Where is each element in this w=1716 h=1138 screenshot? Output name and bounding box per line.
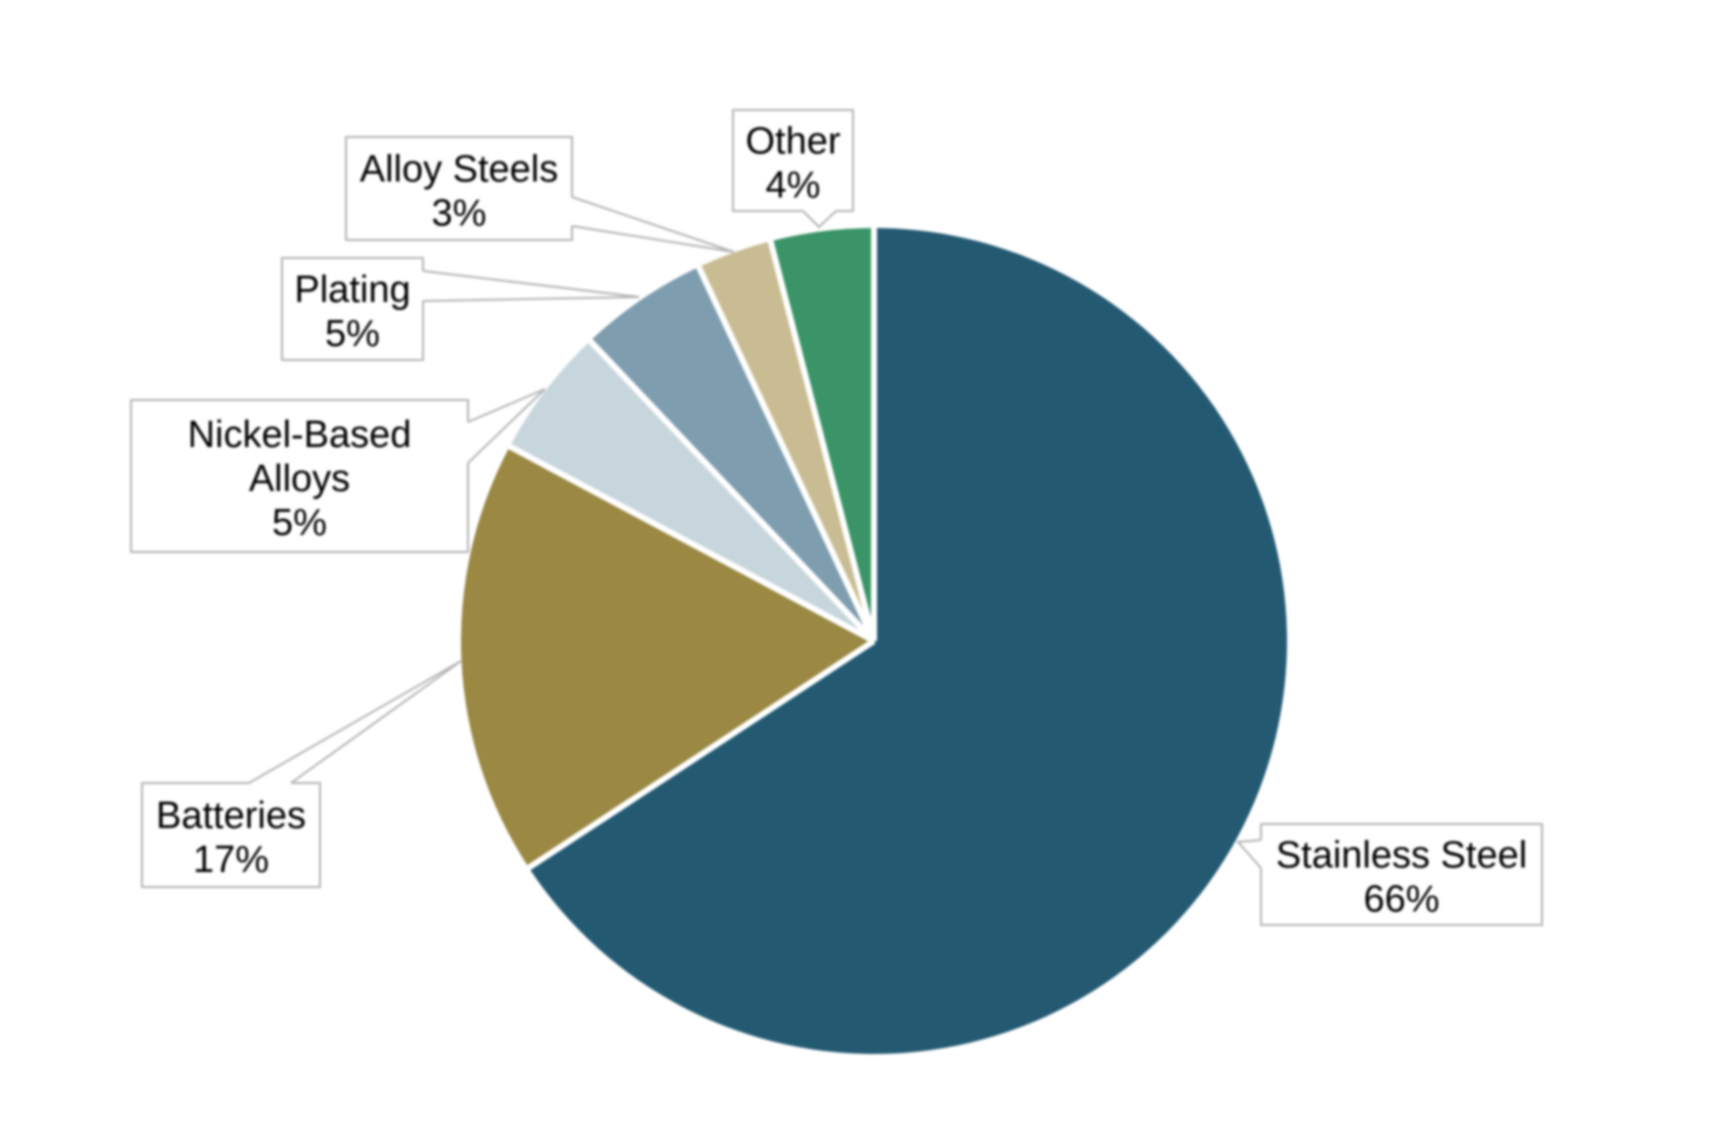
svg-text:Other: Other <box>745 121 840 163</box>
svg-text:Plating: Plating <box>294 269 410 311</box>
svg-text:5%: 5% <box>272 502 327 544</box>
svg-text:5%: 5% <box>325 313 380 355</box>
svg-text:4%: 4% <box>766 165 821 207</box>
svg-text:Alloys: Alloys <box>249 458 350 500</box>
svg-text:3%: 3% <box>432 193 487 235</box>
svg-text:Stainless Steel: Stainless Steel <box>1276 835 1527 877</box>
svg-text:Batteries: Batteries <box>156 795 306 837</box>
svg-text:17%: 17% <box>193 839 269 881</box>
svg-text:66%: 66% <box>1363 879 1439 921</box>
svg-text:Alloy Steels: Alloy Steels <box>360 149 559 191</box>
svg-text:Nickel-Based: Nickel-Based <box>188 414 412 456</box>
